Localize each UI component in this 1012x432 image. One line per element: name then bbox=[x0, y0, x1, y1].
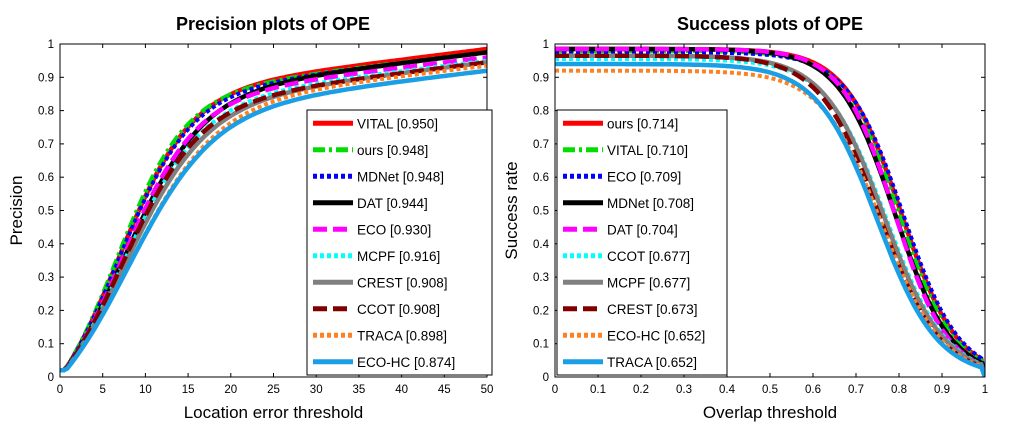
x-tick-label: 1 bbox=[982, 384, 988, 396]
y-tick-label: 1 bbox=[48, 39, 54, 51]
series-line-dat bbox=[555, 46, 985, 377]
x-tick-label: 0.8 bbox=[891, 384, 907, 396]
legend bbox=[556, 109, 728, 376]
x-tick-label: 0.1 bbox=[590, 384, 606, 396]
legend-label: VITAL [0.950] bbox=[357, 116, 438, 131]
y-tick-label: 0.3 bbox=[533, 272, 549, 284]
legend-label: ECO [0.709] bbox=[607, 169, 681, 184]
series-line-ccot bbox=[60, 60, 487, 373]
legend-label: DAT [0.944] bbox=[357, 196, 428, 211]
y-tick-label: 0.1 bbox=[38, 339, 54, 351]
x-axis-label: Overlap threshold bbox=[703, 403, 837, 422]
y-tick-label: 0 bbox=[543, 372, 549, 384]
y-tick-label: 1 bbox=[543, 39, 549, 51]
legend-label: ours [0.714] bbox=[607, 116, 678, 131]
legend-label: CREST [0.673] bbox=[607, 302, 698, 317]
legend-label: MCPF [0.677] bbox=[607, 275, 690, 290]
x-tick-label: 0 bbox=[552, 384, 558, 396]
y-tick-label: 0.6 bbox=[38, 172, 54, 184]
series-line-traca bbox=[555, 61, 985, 377]
chart-title: Success plots of OPE bbox=[677, 14, 863, 34]
legend-label: MCPF [0.916] bbox=[357, 249, 440, 264]
y-tick-label: 0.8 bbox=[533, 106, 549, 118]
y-tick-label: 0.5 bbox=[38, 206, 54, 218]
series-line-traca bbox=[60, 63, 487, 373]
legend-label: ours [0.948] bbox=[357, 143, 428, 158]
y-tick-label: 0.9 bbox=[38, 72, 54, 84]
legend-box bbox=[306, 109, 493, 376]
series-line-eco bbox=[60, 55, 487, 373]
series-line-crest bbox=[555, 53, 985, 377]
x-tick-label: 10 bbox=[139, 384, 152, 396]
y-tick-label: 0.1 bbox=[533, 339, 549, 351]
series-group bbox=[60, 46, 487, 373]
series-line-ours bbox=[60, 50, 487, 373]
y-tick-label: 0.7 bbox=[533, 139, 549, 151]
series-line-eco-hc bbox=[555, 68, 985, 377]
y-axis-label: Precision bbox=[7, 176, 26, 246]
y-tick-label: 0.8 bbox=[38, 106, 54, 118]
legend bbox=[306, 109, 493, 376]
legend-label: TRACA [0.652] bbox=[607, 355, 697, 370]
x-tick-label: 25 bbox=[267, 384, 280, 396]
x-tick-label: 0 bbox=[57, 384, 63, 396]
x-tick-label: 45 bbox=[438, 384, 451, 396]
series-line-eco-hc bbox=[60, 68, 487, 373]
series-line-ccot bbox=[555, 57, 985, 377]
y-axis-label: Success rate bbox=[502, 161, 521, 259]
x-tick-label: 0.9 bbox=[934, 384, 950, 396]
x-tick-label: 0.3 bbox=[676, 384, 692, 396]
x-tick-label: 30 bbox=[310, 384, 323, 396]
x-tick-label: 0.5 bbox=[762, 384, 778, 396]
y-tick-label: 0.3 bbox=[38, 272, 54, 284]
y-tick-label: 0.2 bbox=[533, 305, 549, 317]
y-tick-label: 0.6 bbox=[533, 172, 549, 184]
series-group bbox=[555, 46, 985, 377]
series-line-eco bbox=[555, 50, 985, 377]
x-tick-label: 20 bbox=[224, 384, 237, 396]
x-tick-label: 50 bbox=[481, 384, 494, 396]
legend-label: ECO-HC [0.652] bbox=[607, 328, 705, 343]
x-tick-label: 5 bbox=[99, 384, 105, 396]
x-tick-label: 0.6 bbox=[805, 384, 821, 396]
x-tick-label: 15 bbox=[182, 384, 195, 396]
y-tick-label: 0.7 bbox=[38, 139, 54, 151]
legend-label: DAT [0.704] bbox=[607, 222, 678, 237]
legend-label: MDNet [0.948] bbox=[357, 169, 444, 184]
legend-label: MDNet [0.708] bbox=[607, 196, 694, 211]
y-tick-label: 0.4 bbox=[38, 239, 55, 251]
legend-box bbox=[556, 109, 728, 376]
x-tick-label: 0.2 bbox=[633, 384, 649, 396]
x-tick-label: 40 bbox=[395, 384, 408, 396]
legend-label: CCOT [0.677] bbox=[607, 249, 690, 264]
x-tick-label: 0.7 bbox=[848, 384, 864, 396]
legend-label: TRACA [0.898] bbox=[357, 328, 447, 343]
y-tick-label: 0.2 bbox=[38, 305, 54, 317]
y-tick-label: 0.9 bbox=[533, 72, 549, 84]
legend-label: ECO [0.930] bbox=[357, 222, 431, 237]
y-tick-label: 0 bbox=[48, 372, 54, 384]
legend-label: CCOT [0.908] bbox=[357, 302, 440, 317]
y-tick-label: 0.5 bbox=[533, 206, 549, 218]
legend-label: CREST [0.908] bbox=[357, 275, 448, 290]
x-tick-label: 0.4 bbox=[719, 384, 736, 396]
legend-label: VITAL [0.710] bbox=[607, 143, 688, 158]
y-tick-label: 0.4 bbox=[533, 239, 550, 251]
legend-label: ECO-HC [0.874] bbox=[357, 355, 455, 370]
x-axis-label: Location error threshold bbox=[184, 403, 364, 422]
chart-title: Precision plots of OPE bbox=[176, 14, 370, 34]
x-tick-label: 35 bbox=[353, 384, 366, 396]
